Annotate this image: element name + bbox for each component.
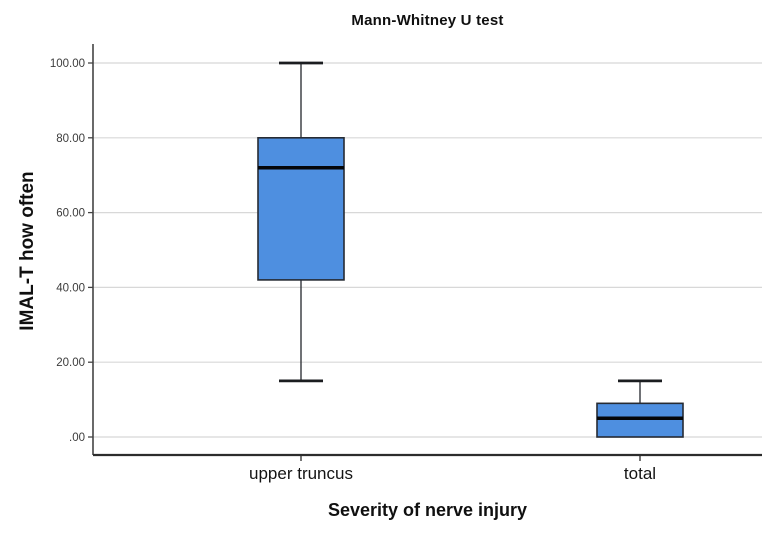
y-tick-label: 80.00 [56, 133, 85, 145]
y-tick-label: 40.00 [56, 282, 85, 294]
category-label-upper-truncus: upper truncus [249, 464, 353, 483]
y-tick-label: 60.00 [56, 208, 85, 220]
y-tick-label: 100.00 [50, 58, 85, 70]
y-tick-label: .00 [69, 432, 85, 444]
category-label-total: total [624, 464, 656, 483]
chart-title: Mann-Whitney U test [351, 12, 504, 29]
x-axis-title: Severity of nerve injury [327, 500, 528, 520]
y-axis-title: IMAL-T how often [17, 171, 38, 331]
y-tick-label: 20.00 [56, 357, 85, 369]
box-upper-truncus [257, 137, 345, 281]
box-total [596, 402, 684, 438]
